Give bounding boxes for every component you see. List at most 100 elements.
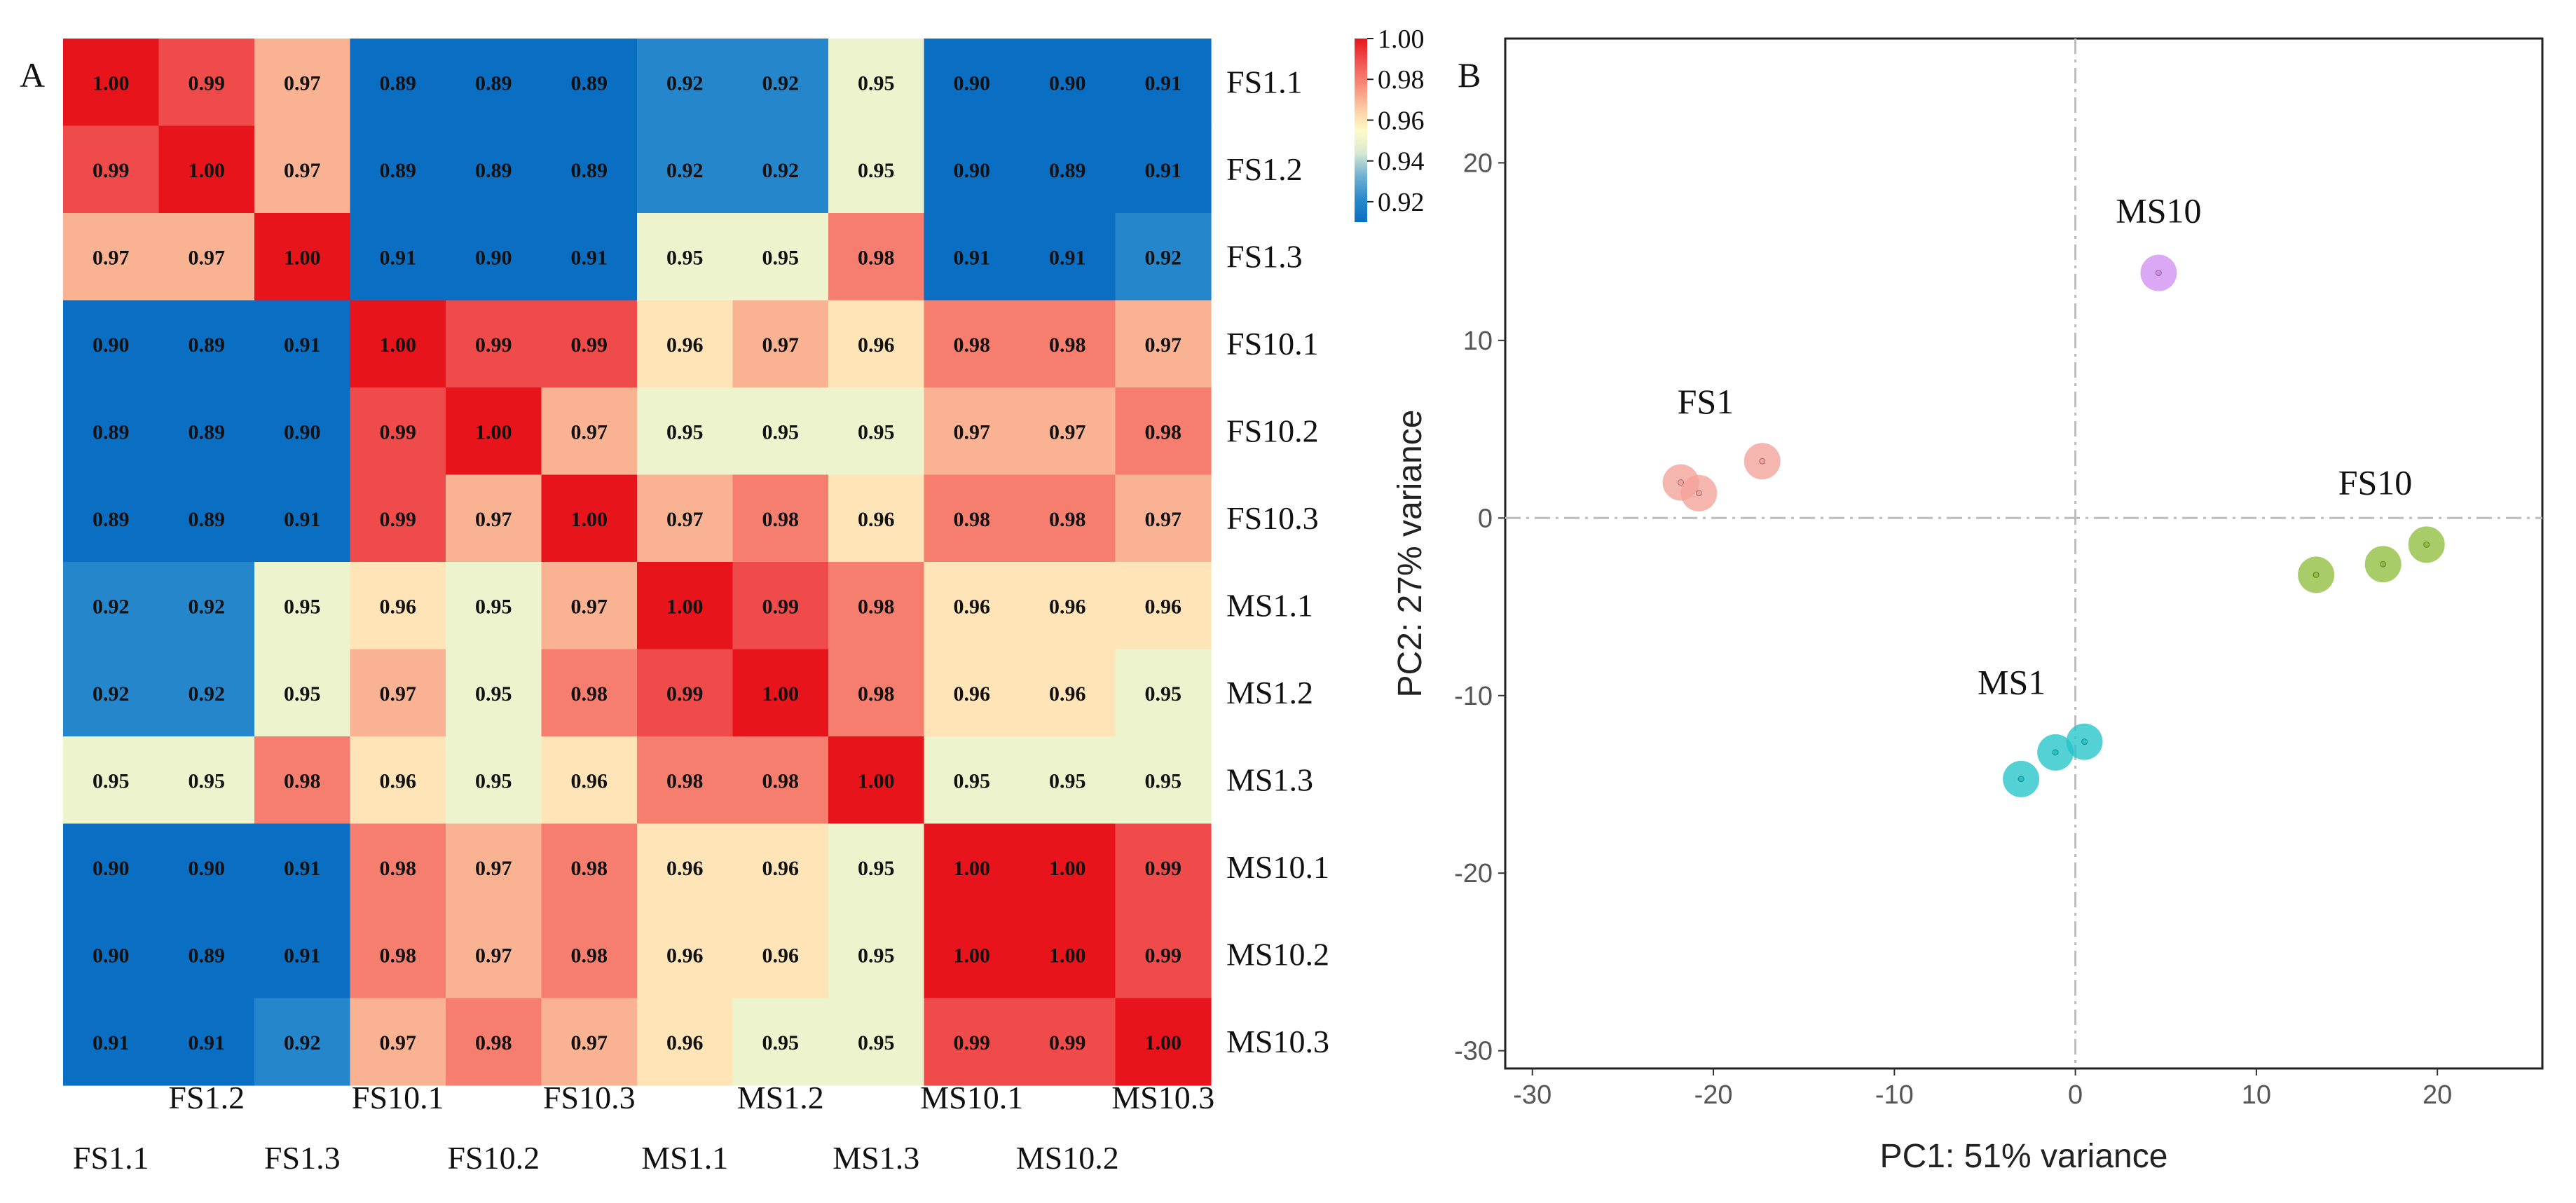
pca-group-label-ms1: MS1 [1978,663,2046,702]
heatmap-cell [828,562,925,650]
heatmap-row-label: MS10.3 [1226,1024,1329,1059]
heatmap-cell-value: 0.89 [93,420,130,444]
heatmap-cell-value: 0.95 [858,857,895,880]
heatmap-cell [158,39,255,127]
heatmap-column-label: MS10.2 [1016,1140,1119,1176]
heatmap-cell [1115,649,1212,737]
heatmap-cell [541,300,638,388]
heatmap-cell-value: 0.90 [93,944,130,967]
heatmap-row-label: MS1.2 [1226,675,1313,710]
heatmap-cell [637,387,734,476]
heatmap-cell [1115,474,1212,563]
heatmap-cell-value: 0.89 [189,944,226,967]
heatmap-cell [350,39,446,127]
heatmap-row-label: MS10.2 [1226,936,1329,972]
heatmap-cell-value: 0.89 [1049,159,1086,182]
heatmap-cell-value: 0.98 [571,857,608,880]
heatmap-cell [924,649,1020,737]
heatmap-cell [732,649,829,737]
heatmap-cell-value: 0.96 [1049,682,1086,706]
heatmap-cell-value: 0.92 [189,682,226,706]
heatmap-cell [541,125,638,214]
heatmap-cell-value: 0.91 [284,334,321,357]
heatmap-cell-value: 0.97 [1145,334,1182,357]
heatmap-cell-value: 0.97 [571,1031,608,1054]
heatmap-cell-value: 0.99 [93,159,130,182]
heatmap-cell [828,39,925,127]
heatmap-cell-value: 0.99 [380,420,417,444]
heatmap-cell [924,39,1020,127]
correlation-heatmap: 1.00 0.99 0.97 0.89 0.89 0.89 0.92 0.92 0.95 0.90… [63,39,1329,1176]
colorbar-tick-label: 0.94 [1378,147,1425,177]
heatmap-cell [446,125,542,214]
heatmap-cell [1020,998,1116,1086]
heatmap-cell [924,300,1020,388]
colorbar-tick-label: 0.92 [1378,188,1425,217]
heatmap-cell [924,736,1020,825]
heatmap-cell-value: 0.89 [475,159,512,182]
heatmap-cell [1115,39,1212,127]
heatmap-cell [732,911,829,999]
heatmap-cell-value: 0.95 [1145,769,1182,792]
heatmap-cell [637,213,734,301]
heatmap-row-label: FS10.2 [1226,413,1319,448]
heatmap-cell-value: 0.97 [762,334,800,357]
heatmap-cell-value: 0.91 [93,1031,130,1054]
heatmap-cell [1020,911,1116,999]
heatmap-cell [350,125,446,214]
heatmap-cell [158,649,255,737]
heatmap-cell-value: 0.95 [189,769,226,792]
heatmap-row-label: MS10.1 [1226,849,1329,885]
heatmap-row-label: MS1.3 [1226,762,1313,797]
heatmap-cell-value: 0.95 [858,1031,895,1054]
heatmap-cell [828,823,925,912]
pca-point-center [1759,458,1766,465]
heatmap-cell-value: 1.00 [954,944,991,967]
pca-x-tick-label: 10 [2242,1080,2271,1110]
pca-x-tick-label: -20 [1694,1080,1733,1110]
heatmap-cell-value: 0.91 [284,857,321,880]
heatmap-cell-value: 0.99 [380,508,417,531]
heatmap-cell [732,387,829,476]
heatmap-cell [637,125,734,214]
heatmap-cell-value: 0.96 [666,334,704,357]
heatmap-cell [541,823,638,912]
heatmap-cell-value: 0.92 [666,71,704,95]
heatmap-row-label: FS10.1 [1226,326,1319,362]
heatmap-cell [254,823,351,912]
heatmap-cell [828,474,925,563]
heatmap-cell [63,474,160,563]
heatmap-cell [1115,562,1212,650]
heatmap-cell-value: 0.98 [571,944,608,967]
heatmap-cell [1115,125,1212,214]
heatmap-cell [446,649,542,737]
heatmap-cell-value: 1.00 [93,71,130,95]
heatmap-cell-value: 0.96 [954,682,991,706]
heatmap-cell [541,387,638,476]
heatmap-cell-value: 0.95 [666,246,704,269]
heatmap-cell-value: 0.90 [954,71,991,95]
heatmap-cell-value: 0.98 [1145,420,1182,444]
pca-point-center [1695,490,1702,497]
heatmap-cell-value: 0.97 [475,944,512,967]
heatmap-cell [924,387,1020,476]
heatmap-cell-value: 1.00 [571,508,608,531]
heatmap-cell-value: 0.95 [93,769,130,792]
heatmap-cell-value: 1.00 [380,334,417,357]
heatmap-cell [350,911,446,999]
heatmap-cell [63,998,160,1086]
heatmap-cells: 1.00 0.99 0.97 0.89 0.89 0.89 0.92 0.92 0.95 0.90… [63,39,1212,1086]
heatmap-cell-value: 0.97 [1145,508,1182,531]
heatmap-column-label: MS10.1 [920,1080,1023,1115]
heatmap-cell [158,300,255,388]
colorbar-ticks: 1.00 0.98 0.96 0.94 0.92 [1367,25,1425,217]
colorbar-tick-label: 0.96 [1378,106,1425,135]
colorbar-gradient [1355,39,1367,222]
heatmap-cell-value: 0.92 [762,71,800,95]
pca-x-tick-label: 0 [2068,1080,2083,1110]
heatmap-cell-value: 0.91 [954,246,991,269]
heatmap-cell [1020,300,1116,388]
heatmap-cell [732,474,829,563]
pca-x-tick-label: -30 [1513,1080,1551,1110]
pca-y-ticks: 20 10 0 -10 -20 -30 [1454,149,1505,1066]
